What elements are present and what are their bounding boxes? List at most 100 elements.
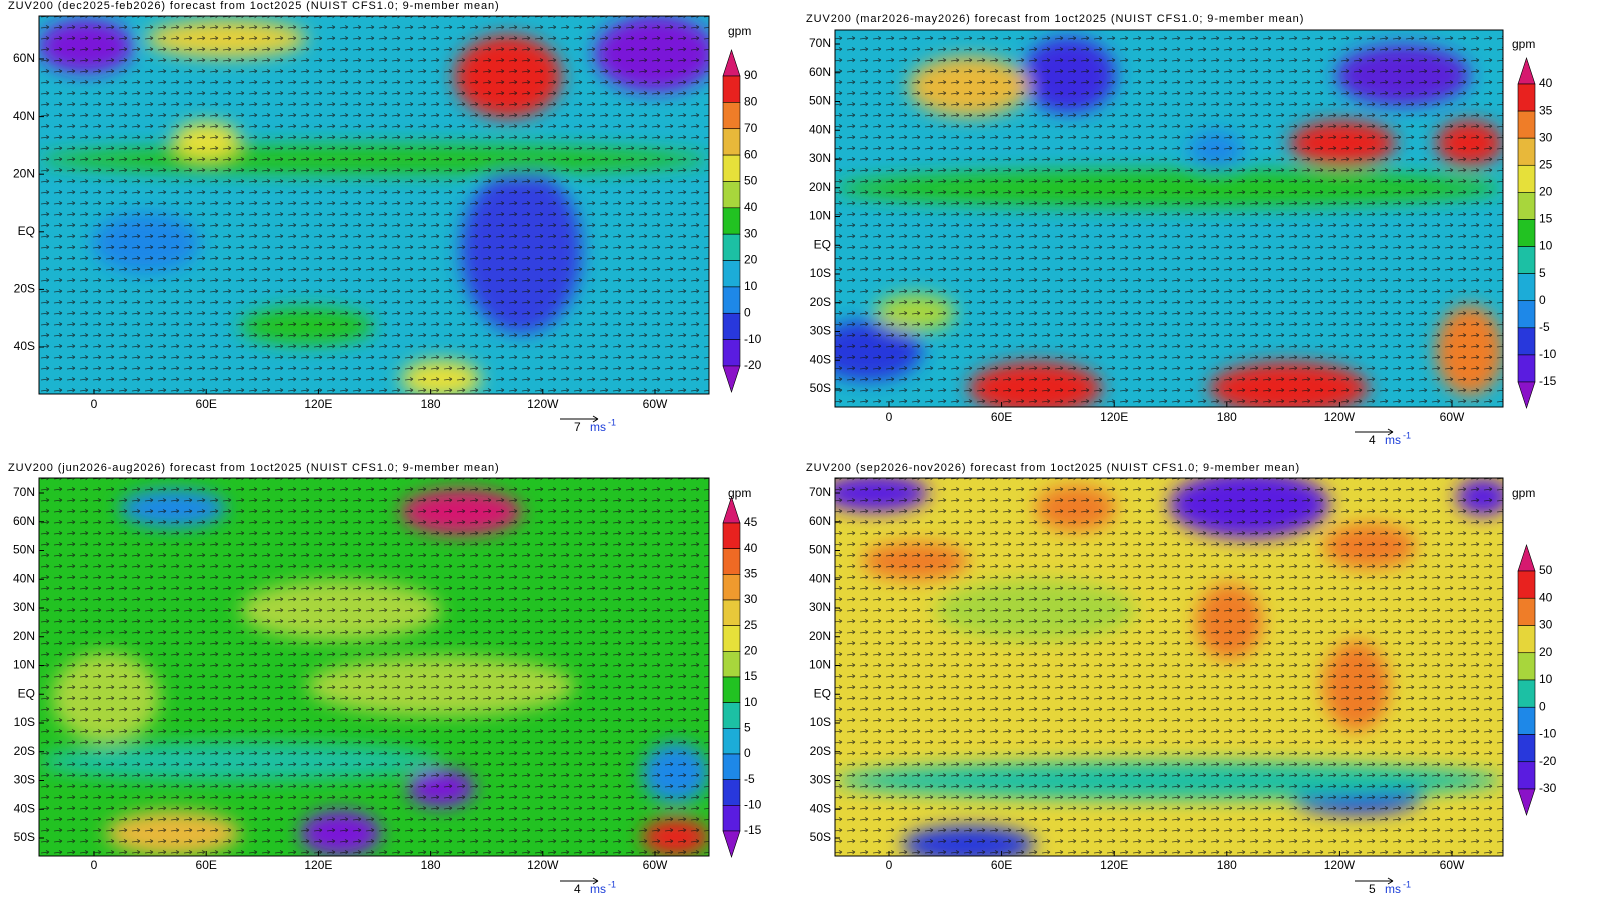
reference-value: 7 [574,420,581,434]
colorbar-box [1517,83,1536,112]
colorbar-end [1517,544,1536,572]
colorbar-box [1517,164,1536,193]
lat-label: 50S [810,830,831,844]
colorbar-box [1517,354,1536,383]
colorbar-label: 10 [744,279,758,293]
reference-value: 4 [574,882,581,896]
colorbar-label: 40 [744,541,758,555]
lat-label: 30N [13,600,35,614]
lat-label: 30S [14,773,35,787]
colorbar-end [722,830,741,858]
panel-title: ZUV200 (mar2026-may2026) forecast from 1… [806,13,1304,25]
colorbar-unit: gpm [728,24,751,38]
reference-value: 4 [1369,433,1376,447]
lat-label: 30S [810,773,831,787]
colorbar-box [722,128,741,156]
reference-unit: ms [590,882,606,896]
lon-label: 120W [527,397,559,411]
colorbar-box [722,339,741,367]
colorbar-label: -20 [1539,754,1557,768]
colorbar-unit: gpm [1512,486,1535,500]
lat-label: 50N [13,543,35,557]
colorbar-label: 35 [744,567,758,581]
colorbar-end [722,49,741,77]
reference-exponent: -1 [1403,430,1411,440]
lat-label: 20S [14,282,35,296]
colorbar-label: 40 [1539,590,1553,604]
map-frame [834,477,1504,857]
lon-label: 120W [1324,410,1356,424]
lon-label: 0 [91,858,98,872]
colorbar-end [1517,381,1536,409]
lat-label: 30N [809,151,831,165]
colorbar-box [722,102,741,130]
lat-label: 20N [13,629,35,643]
colorbar-box [722,574,741,601]
colorbar-label: 25 [744,618,758,632]
lat-label: 10N [809,658,831,672]
lat-label: EQ [18,686,35,700]
colorbar-box [722,233,741,261]
colorbar-box [722,260,741,288]
lat-label: 50S [810,381,831,395]
lat-label: 50N [809,94,831,108]
reference-arrow [560,877,599,885]
colorbar-label: 20 [1539,645,1553,659]
panel-title: ZUV200 (jun2026-aug2026) forecast from 1… [8,462,500,474]
colorbar-end [722,365,741,393]
colorbar-box [722,286,741,314]
map-frame [834,29,1504,408]
wind-vectors [39,16,709,394]
colorbar-label: 30 [1539,618,1553,632]
lat-label: 20N [809,180,831,194]
colorbar-box [722,805,741,832]
map-frame [38,477,710,857]
lat-label: 10S [810,715,831,729]
lat-label: 60N [809,65,831,79]
reference-arrow [1355,428,1394,436]
colorbar-end [1517,788,1536,816]
reference-unit: ms [1385,882,1401,896]
colorbar-label: 50 [744,174,758,188]
height-field [39,478,709,856]
lat-label: 40S [810,801,831,815]
colorbar-label: 20 [744,644,758,658]
reference-arrow [560,415,599,423]
colorbar-box [722,75,741,103]
lon-label: 180 [1217,410,1237,424]
colorbar-box [722,522,741,549]
colorbar-unit: gpm [728,486,751,500]
colorbar-box [722,728,741,755]
wind-vectors [39,478,709,856]
colorbar-label: 90 [744,68,758,82]
lon-label: 120E [1100,858,1128,872]
colorbar-box [1517,137,1536,166]
colorbar-label: -15 [1539,374,1557,388]
lat-label: EQ [814,237,831,251]
colorbar-box [1517,625,1536,654]
colorbar-box [1517,570,1536,599]
colorbar-box [722,207,741,235]
colorbar-label: 10 [744,695,758,709]
colorbar-label: -5 [744,772,755,786]
map-frame [38,15,710,395]
colorbar-box [722,676,741,703]
colorbar-label: 30 [744,592,758,606]
lat-label: 70N [809,485,831,499]
colorbar-label: 5 [744,721,751,735]
colorbar-label: 0 [1539,699,1546,713]
colorbar-box [1517,761,1536,790]
lon-label: 120E [1100,410,1128,424]
lat-label: 40S [14,801,35,815]
colorbar-label: -20 [744,358,762,372]
colorbar-label: 70 [744,121,758,135]
lat-label: 60N [13,51,35,65]
lat-label: 20S [14,744,35,758]
lat-label: 30S [810,324,831,338]
colorbar-end [1517,57,1536,85]
colorbar-box [722,312,741,340]
colorbar-label: 0 [744,746,751,760]
colorbar-label: 60 [744,147,758,161]
colorbar-label: 15 [744,669,758,683]
